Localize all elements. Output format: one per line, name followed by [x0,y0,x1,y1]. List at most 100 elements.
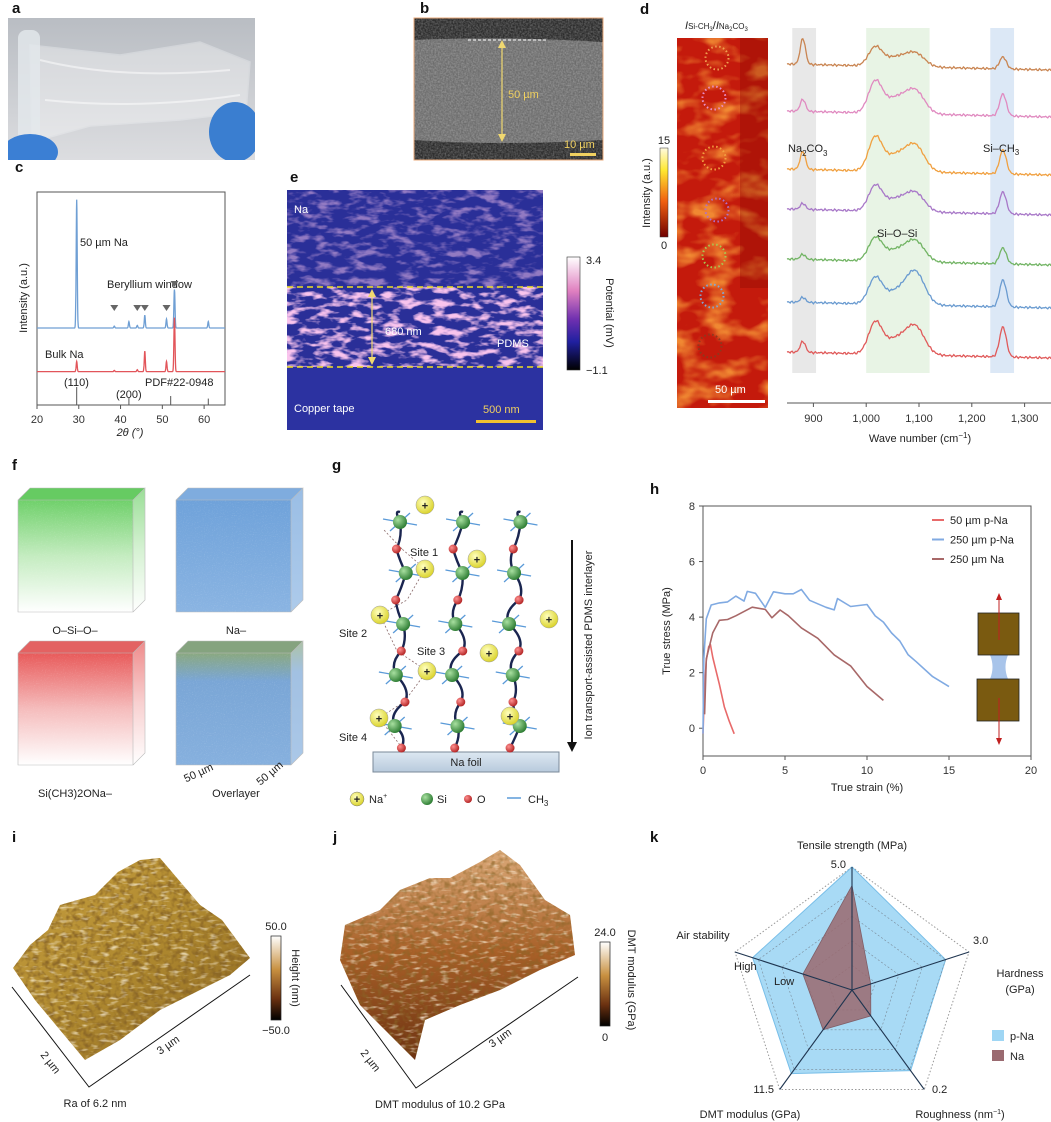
panel-k-radar: k Tensile strength (MPa) 5.0 3.0 Hardnes… [650,829,1044,1121]
cube-side-face [291,488,303,612]
si-atom-icon [448,617,463,631]
cube-top-face [18,488,145,500]
na-ion-icon [370,605,390,625]
sem-cross-section [414,18,603,160]
cube-texture [176,653,291,765]
caption: Ra of 6.2 nm [64,1098,127,1110]
raman-spectrum-3 [786,183,1051,217]
site-4-label: Site 4 [339,732,367,744]
axis-max-tensile: 5.0 [831,859,846,871]
radar-axis [851,951,970,991]
si-atom-icon [513,515,528,529]
coordination-bond [379,614,398,652]
si-atom-icon [502,617,517,631]
na-ion-icon [467,549,487,569]
dim-y-label: 2 µm [358,1047,383,1074]
axis-max-dmt: 11.5 [753,1084,774,1096]
series-label-bulk: Bulk Na [45,349,84,361]
beryllium-marker-icon [133,305,142,311]
x-tick-label: 0 [700,765,706,777]
cube-side-face [133,488,145,612]
x-axis-label: 2θ (°) [116,427,144,439]
legend: + Na+ Si O CH3 [349,791,549,808]
panel-a: a [8,0,255,160]
na-ion-plus: + [377,611,383,623]
x-tick-label: 20 [1025,765,1037,777]
cube-side-face [133,641,145,765]
si-atom-icon [388,668,403,682]
axis-label-dmt: DMT modulus (GPa) [700,1109,801,1121]
axis-label-tensile: Tensile strength (MPa) [797,840,907,852]
band-label-sio: Si–O–Si [877,228,917,240]
o-atom-icon [508,544,518,554]
panel-j-afm-modulus: j 2 µm 3 µm DMT modulus of 10.2 GPa 24.0… [332,829,637,1111]
cube-edges [17,487,146,613]
stress-strain-curve-0 [702,643,735,735]
xrd-pattern-1 [37,317,225,373]
panel-e-kpfm: e Na 680 nm PDMS Copper tape 500 nm 3.4 … [287,169,615,430]
cube-edges [17,640,146,766]
axes-lines [340,976,579,1089]
x-tick-label: 15 [943,765,955,777]
axis-max-air: High [734,961,757,973]
cube-osio [17,487,146,613]
site-2-label: Site 2 [339,628,367,640]
colorbar-label: Intensity (a.u.) [641,158,653,228]
colorbar-label: Height (nm) [289,949,301,1006]
panel-label-k: k [650,829,659,846]
legend-na: Na+ [369,793,387,806]
measurement-spot [699,283,725,309]
si-atom-icon [455,566,470,580]
x-tick-label: 5 [782,765,788,777]
plot-frame [36,191,226,406]
panel-label-e: e [290,169,298,186]
panel-i-afm-height: i 2 µm 3 µm Ra of 6.2 nm 50.0 −50.0 Heig… [11,829,301,1110]
cube-sich3ona [17,640,146,766]
na-ion-plus: + [507,712,513,724]
legend-label: 250 µm Na [950,554,1005,566]
legend-swatch-na [992,1050,1004,1061]
cube-top-face [176,488,303,500]
na-ion-plus: + [474,555,480,567]
measurement-spot [701,85,727,111]
o-atom-icon [453,595,463,605]
stress-strain-curve-2 [703,606,884,715]
x-tick-label: 1,100 [905,413,933,425]
cube-overlayer [175,640,304,766]
na-ion-icon [500,706,520,726]
si-atom-icon [507,566,522,580]
o-atom-icon [448,544,458,554]
na-ion-icon [479,643,499,663]
band-label-na2co3: Na2CO3 [788,143,828,158]
legend-o: O [477,794,486,806]
o-atom-icon [400,697,410,707]
colorbar-min: −1.1 [586,365,608,377]
beryllium-marker-icon [110,305,119,311]
si-atom-icon [396,617,411,631]
na-ion-plus: + [546,615,552,627]
cube-label-osio: O–Si–O– [52,625,98,637]
x-axis-label: True strain (%) [831,782,903,794]
x-tick-label: 20 [31,414,43,426]
panel-f-tof-sims: f O–Si–O– Na– Si(CH3)2ONa– Overlayer 50 … [12,457,304,800]
na-ion-icon [539,609,559,629]
scale-bar-label: 500 nm [483,404,520,416]
panel-label-f: f [12,457,18,474]
x-tick-label: 1,300 [1011,413,1039,425]
si-atom-icon [393,515,407,529]
series-label-50um: 50 µm Na [80,237,129,249]
glove-right-icon [209,102,255,160]
axis-label-hardness-unit: (GPa) [1005,984,1034,996]
hkl-200-label: (200) [116,389,142,401]
colorbar-min: 0 [661,240,667,252]
panel-label-d: d [640,1,649,18]
panel-label-i: i [12,829,16,846]
raman-spectrum-4 [786,235,1051,267]
panel-label-g: g [332,457,341,474]
copper-tape-label: Copper tape [294,403,355,415]
scale-bar-label: 10 µm [564,139,595,151]
reference-label: PDF#22-0948 [145,377,214,389]
x-tick-label: 30 [73,414,85,426]
tensile-specimen-icon [976,593,1020,745]
colorbar-label: Potential (mV) [603,278,615,348]
